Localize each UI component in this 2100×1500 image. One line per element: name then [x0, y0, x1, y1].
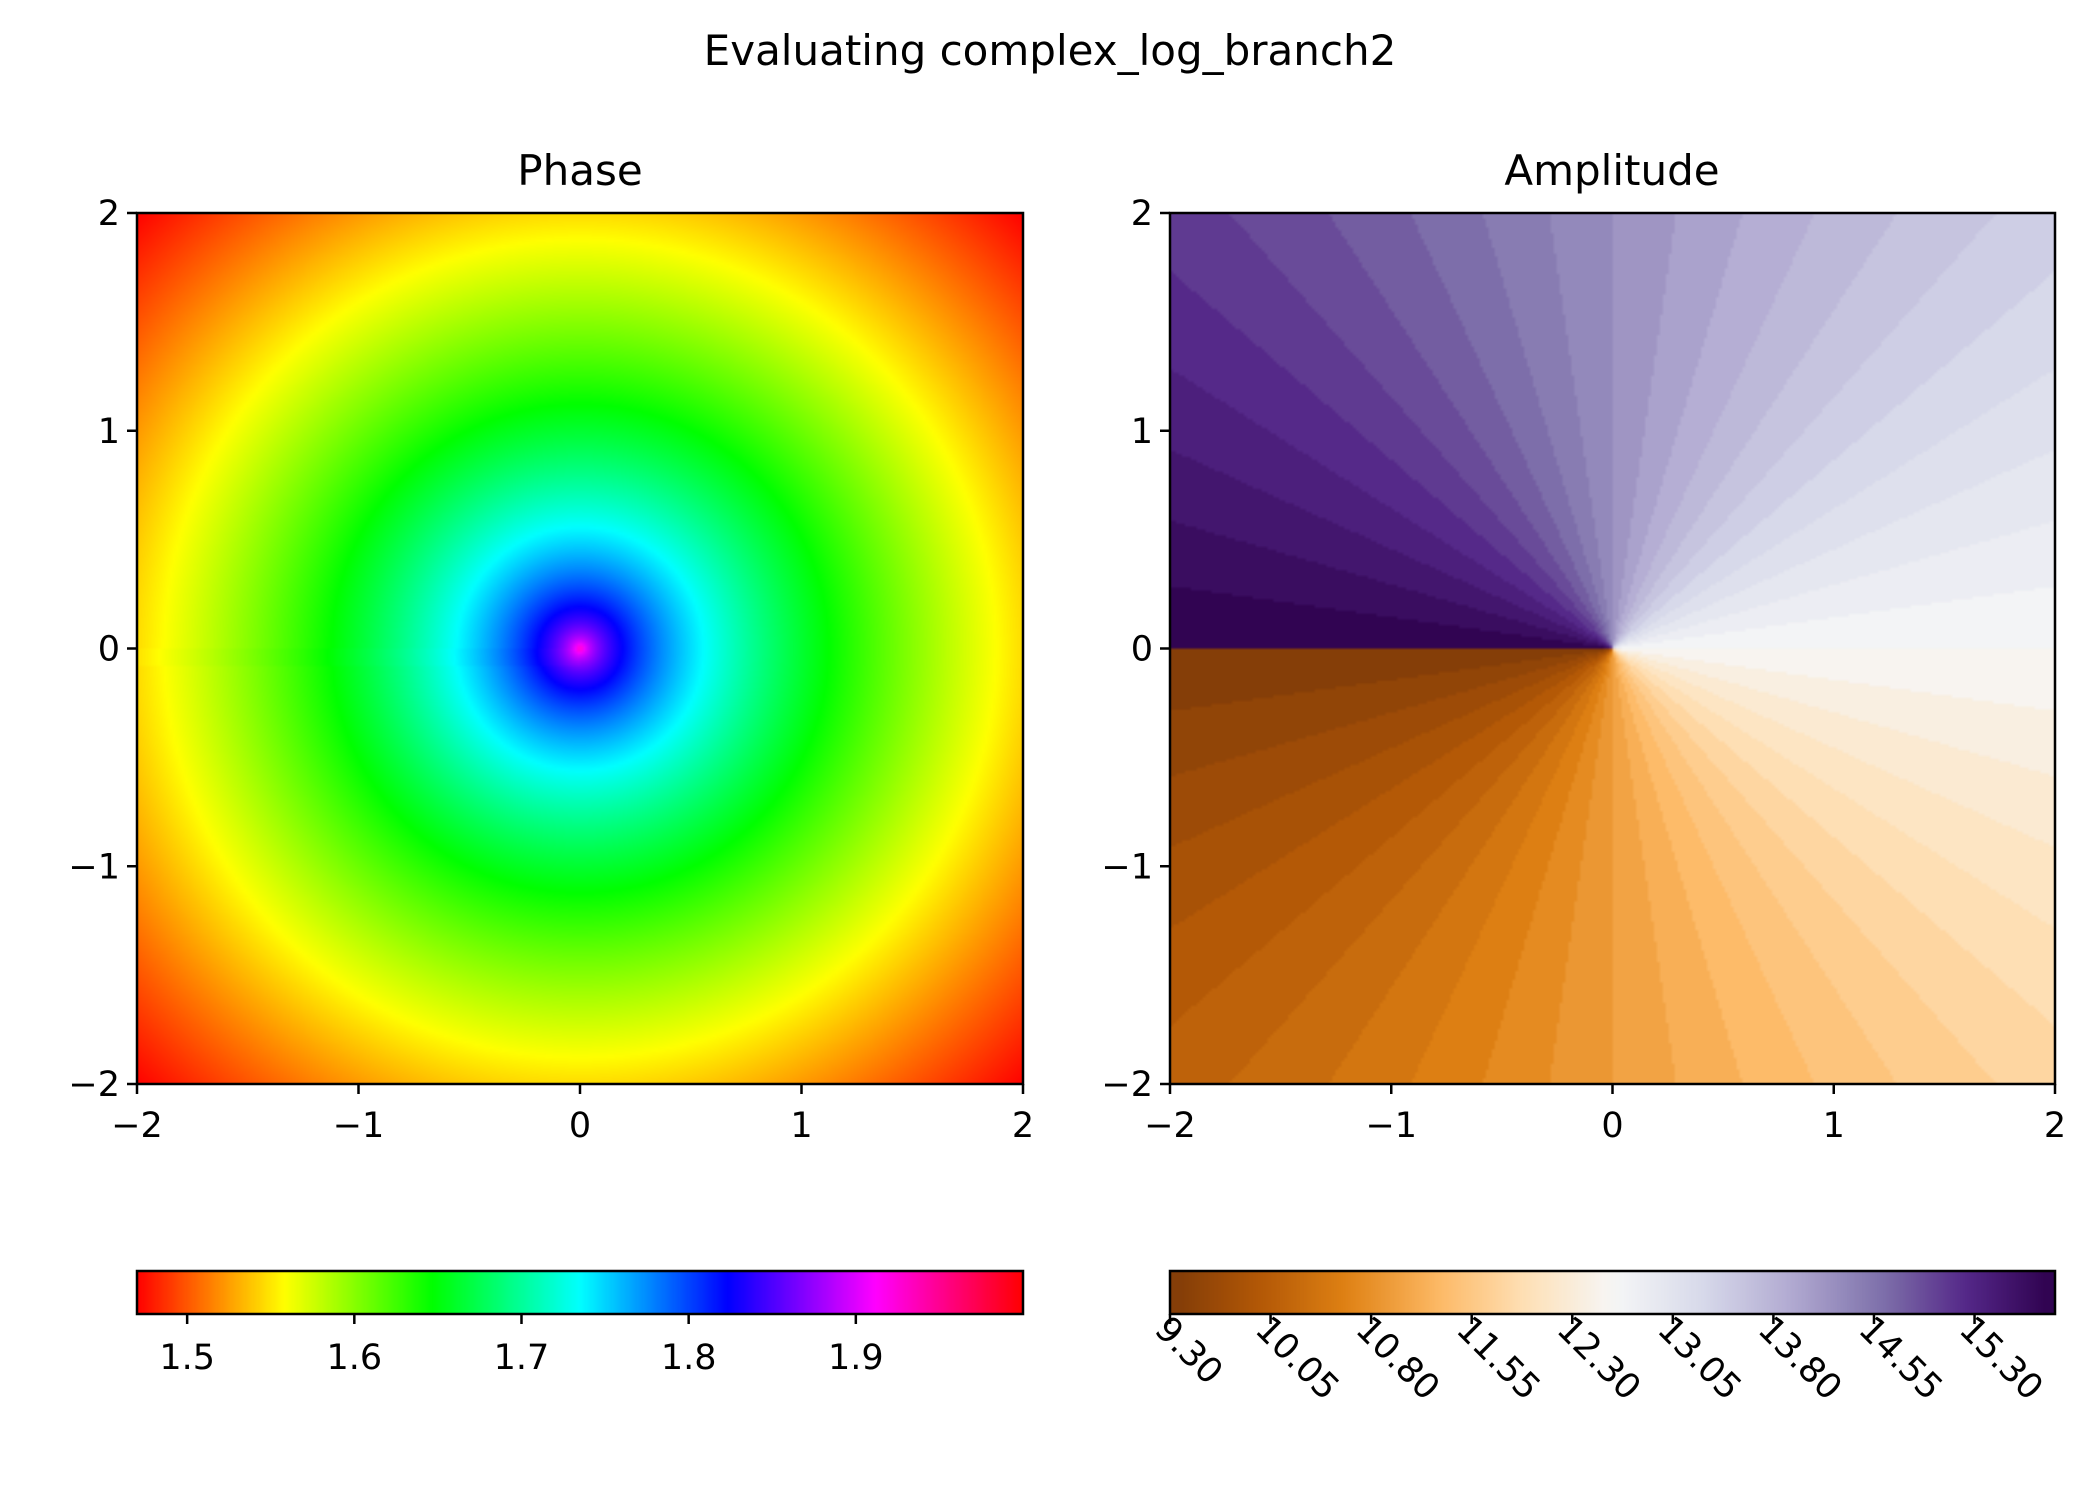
x-tick-label: −1 — [1365, 1106, 1417, 1146]
amplitude-panel: Amplitude −2 −1 0 1 2 −2 −1 0 1 2 9.30 10.05 10.80… — [1101, 146, 2066, 1408]
phase-colorbar-ticks: 1.5 1.6 1.7 1.8 1.9 — [159, 1314, 884, 1378]
x-tick-label: −2 — [1144, 1106, 1196, 1146]
x-tick-label: −2 — [111, 1106, 163, 1146]
phase-x-ticks: −2 −1 0 1 2 — [111, 1084, 1034, 1146]
y-tick-label: −1 — [1101, 847, 1153, 887]
x-tick-label: 0 — [1601, 1106, 1623, 1146]
colorbar-tick-label: 1.9 — [828, 1338, 884, 1378]
colorbar-tick-label: 15.30 — [1951, 1309, 2050, 1408]
x-tick-label: −1 — [333, 1106, 385, 1146]
colorbar-tick-label: 1.7 — [494, 1338, 550, 1378]
amplitude-colorbar-frame — [1168, 1269, 2057, 1316]
y-tick-label: −2 — [1101, 1065, 1153, 1105]
colorbar-tick-label: 12.30 — [1549, 1309, 1648, 1408]
y-tick-label: 1 — [1131, 412, 1153, 452]
phase-colorbar-frame — [135, 1269, 1025, 1316]
colorbar-tick-label: 10.80 — [1348, 1309, 1447, 1408]
y-tick-label: 2 — [98, 194, 120, 234]
y-tick-label: −1 — [68, 847, 120, 887]
y-tick-label: 0 — [1131, 630, 1153, 670]
x-tick-label: 1 — [1823, 1106, 1845, 1146]
amplitude-x-ticks: −2 −1 0 1 2 — [1144, 1084, 2066, 1146]
colorbar-tick-label: 1.8 — [661, 1338, 717, 1378]
amplitude-title: Amplitude — [1504, 146, 1719, 195]
colorbar-tick-label: 13.05 — [1650, 1309, 1749, 1408]
phase-title: Phase — [517, 146, 642, 195]
colorbar-tick-label: 11.55 — [1448, 1309, 1547, 1408]
colorbar-tick-label: 10.05 — [1247, 1309, 1346, 1408]
y-tick-label: 2 — [1131, 194, 1153, 234]
x-tick-label: 2 — [2044, 1106, 2066, 1146]
phase-colorbar — [137, 1271, 1023, 1314]
phase-panel: Phase −2 −1 0 1 2 −2 −1 0 1 2 1.5 1.6 1.7 1.8 1.9 — [68, 146, 1034, 1378]
y-tick-label: −2 — [68, 1065, 120, 1105]
colorbar-tick-label: 13.80 — [1750, 1309, 1849, 1408]
x-tick-label: 2 — [1012, 1106, 1034, 1146]
amplitude-colorbar-ticks: 9.30 10.05 10.80 11.55 12.30 13.05 13.80 14.55 1… — [1147, 1309, 2051, 1408]
y-tick-label: 1 — [98, 412, 120, 452]
x-tick-label: 1 — [790, 1106, 812, 1146]
y-tick-label: 0 — [98, 630, 120, 670]
figure-title: Evaluating complex_log_branch2 — [704, 26, 1397, 75]
x-tick-label: 0 — [569, 1106, 591, 1146]
phase-y-ticks: −2 −1 0 1 2 — [68, 194, 137, 1105]
colorbar-tick-label: 1.5 — [159, 1338, 215, 1378]
colorbar-tick-label: 1.6 — [326, 1338, 382, 1378]
amplitude-colorbar — [1170, 1271, 2055, 1314]
amplitude-y-ticks: −2 −1 0 1 2 — [1101, 194, 1170, 1105]
colorbar-tick-label: 9.30 — [1147, 1309, 1230, 1392]
amplitude-heatmap — [1170, 213, 2055, 1084]
phase-heatmap — [137, 213, 1023, 1084]
colorbar-tick-label: 14.55 — [1851, 1309, 1950, 1408]
